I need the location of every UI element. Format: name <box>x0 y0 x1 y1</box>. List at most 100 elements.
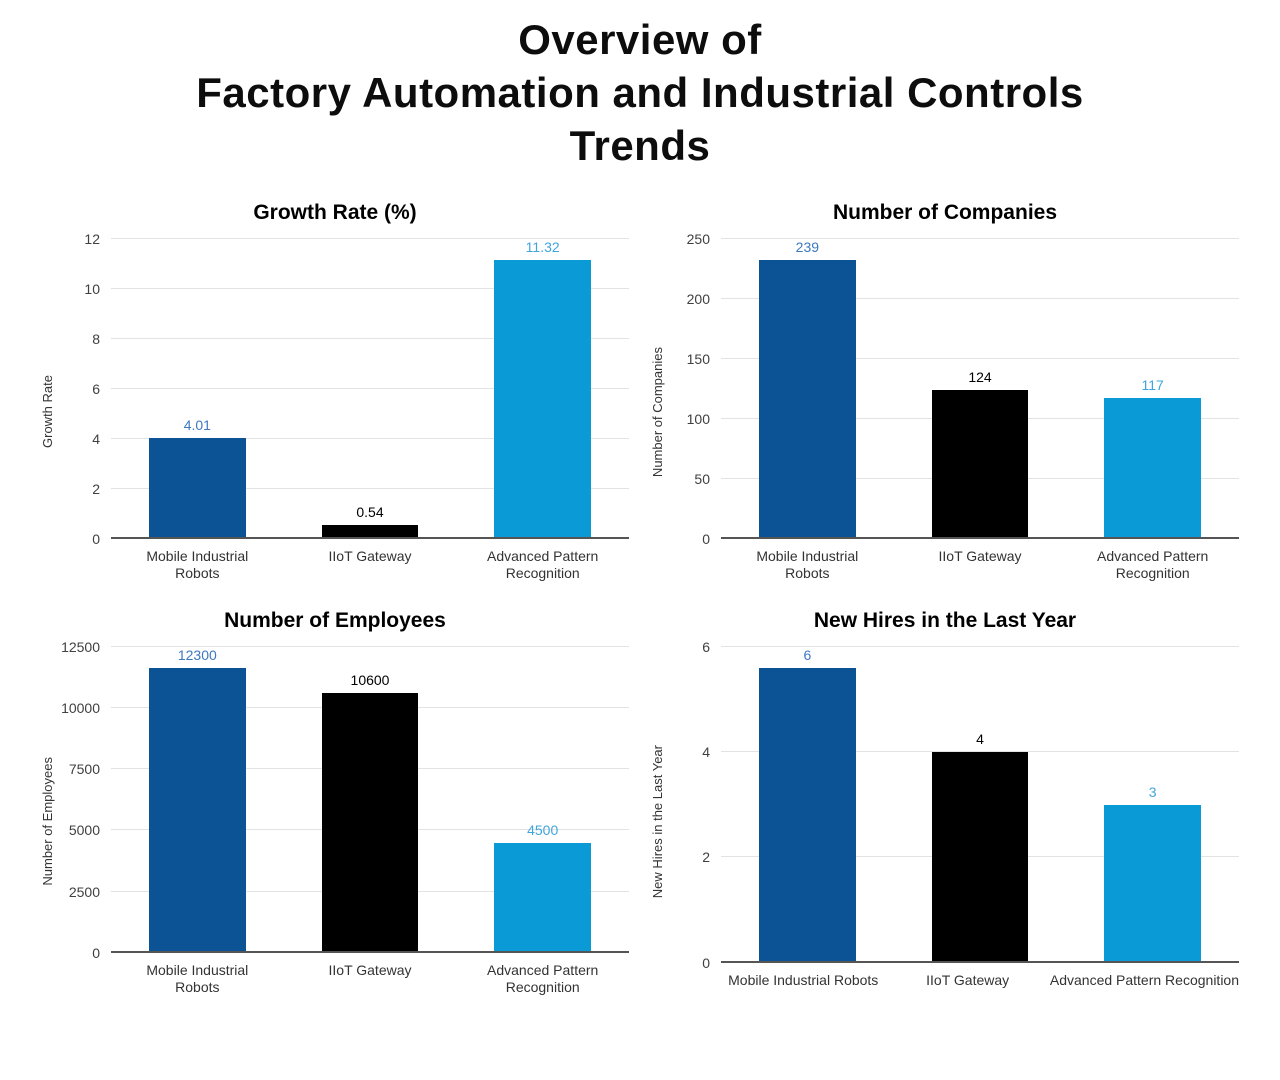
bar <box>1104 804 1202 963</box>
bars-layer: 12300 10600 4500 <box>111 647 629 953</box>
y-tick-label: 0 <box>92 530 100 547</box>
gridline <box>111 437 629 439</box>
chart-number-of-employees: Number of Employees Number of Employees … <box>35 609 635 997</box>
bar-column: 4500 <box>456 647 629 953</box>
gridline <box>111 287 629 289</box>
y-tick-label: 12500 <box>61 638 100 655</box>
y-tick-label: 8 <box>92 330 100 347</box>
y-axis-title: New Hires in the Last Year <box>649 745 665 899</box>
y-axis-title: Growth Rate <box>39 375 55 449</box>
page-title: Overview of Factory Automation and Indus… <box>0 14 1280 173</box>
x-axis-labels: Mobile Industrial Robots IIoT Gateway Adva… <box>111 953 629 997</box>
bar <box>148 667 246 953</box>
bar-column: 12300 <box>111 647 284 953</box>
chart-title: Number of Employees <box>224 608 446 632</box>
x-axis-line <box>721 536 1239 539</box>
chart-growth-rate: Growth Rate (%) Growth Rate 0 2 4 6 8 10 12 4.0… <box>35 201 635 585</box>
y-tick-label: 50 <box>694 470 710 487</box>
plot-area: 0 2 4 6 8 10 12 4.01 0.54 11.32 <box>84 231 629 547</box>
x-category-label-text: IIoT Gateway <box>328 547 412 564</box>
x-category-label: IIoT Gateway <box>284 548 457 585</box>
y-tick-label: 250 <box>686 230 710 247</box>
bar <box>494 259 592 539</box>
bars-layer: 4.01 0.54 11.32 <box>111 239 629 539</box>
gridline <box>111 487 629 489</box>
plot-area: 0 2500 5000 7500 10000 12500 12300 10600 4500 <box>61 639 629 961</box>
x-category-label: Mobile Industrial Robots <box>111 962 284 997</box>
chart-number-of-companies: Number of Companies Number of Companies … <box>645 201 1245 585</box>
x-category-label: Mobile Industrial Robots <box>111 548 284 585</box>
bar <box>321 693 419 953</box>
x-category-label: Advanced Pattern Recognition <box>456 962 629 997</box>
plot-area: 0 50 100 150 200 250 239 124 117 <box>687 231 1239 547</box>
x-category-label-text: Mobile Industrial Robots <box>728 971 879 988</box>
x-category-label: Mobile Industrial Robots <box>721 972 885 990</box>
y-tick-label: 6 <box>702 638 710 655</box>
bars-layer: 6 4 3 <box>721 647 1239 963</box>
bar-column: 239 <box>721 239 894 539</box>
y-tick-label: 4 <box>702 744 710 761</box>
plot-area: 0 2 4 6 6 4 3 <box>702 639 1239 971</box>
bar-column: 6 <box>721 647 894 963</box>
x-category-label: Advanced Pattern Recognition <box>1050 972 1239 990</box>
bar <box>758 259 856 539</box>
bar <box>931 752 1029 963</box>
gridline <box>721 645 1239 647</box>
chart-new-hires-last-year: New Hires in the Last Year New Hires in … <box>645 609 1245 997</box>
bar-value-label: 124 <box>968 368 992 385</box>
x-category-label-text: Mobile Industrial Robots <box>146 547 249 582</box>
y-tick-label: 2 <box>702 849 710 866</box>
x-category-label: IIoT Gateway <box>284 962 457 997</box>
y-tick-label: 10 <box>84 280 100 297</box>
y-tick-label: 0 <box>702 954 710 971</box>
x-category-label: Advanced Pattern Recognition <box>1066 548 1239 585</box>
bar-column: 4.01 <box>111 239 284 539</box>
bar <box>931 389 1029 539</box>
x-category-label: IIoT Gateway <box>894 548 1067 585</box>
y-tick-label: 0 <box>92 944 100 961</box>
page-title-line-3: Trends <box>569 121 711 169</box>
y-tick-label: 2500 <box>68 883 100 900</box>
bar <box>758 667 856 963</box>
y-tick-label: 10000 <box>61 699 100 716</box>
bar <box>321 525 419 539</box>
y-axis-title: Number of Companies <box>649 346 665 477</box>
y-tick-label: 4 <box>92 430 100 447</box>
bar-value-label: 11.32 <box>525 238 560 255</box>
page-title-line-2: Factory Automation and Industrial Contro… <box>196 68 1084 116</box>
y-tick-label: 0 <box>702 530 710 547</box>
bar-value-label: 4 <box>976 731 984 748</box>
bar-value-label: 6 <box>803 646 812 663</box>
x-category-label-text: IIoT Gateway <box>938 547 1022 564</box>
y-tick-label: 200 <box>686 290 710 307</box>
x-category-label-text: IIoT Gateway <box>926 971 1010 988</box>
x-category-label-text: Advanced Pattern Recognition <box>487 547 599 582</box>
x-category-label: Mobile Industrial Robots <box>721 548 894 585</box>
x-axis-labels: Mobile Industrial Robots IIoT Gateway Adva… <box>721 539 1239 585</box>
y-tick-label: 100 <box>686 410 710 427</box>
bar-value-label: 239 <box>795 238 820 255</box>
gridline <box>721 297 1239 299</box>
x-category-label-text: IIoT Gateway <box>328 961 412 978</box>
x-category-label: IIoT Gateway <box>885 972 1049 990</box>
gridline <box>721 237 1239 239</box>
x-category-label-text: Advanced Pattern Recognition <box>1097 547 1209 582</box>
bar-column: 0.54 <box>284 239 457 539</box>
bars-layer: 239 124 117 <box>721 239 1239 539</box>
bar <box>494 842 592 953</box>
chart-title: Growth Rate (%) <box>253 200 417 224</box>
y-tick-label: 12 <box>84 230 100 247</box>
gridline <box>111 645 629 647</box>
x-axis-line <box>721 960 1239 963</box>
bar-value-label: 4.01 <box>183 417 211 434</box>
chart-title: New Hires in the Last Year <box>813 608 1077 632</box>
x-category-label-text: Advanced Pattern Recognition <box>1049 971 1239 988</box>
x-axis-line <box>111 536 629 539</box>
gridline <box>111 337 629 339</box>
bar-column: 3 <box>1066 647 1239 963</box>
bar-value-label: 117 <box>1141 377 1164 394</box>
x-axis-labels: Mobile Industrial Robots IIoT Gateway Adva… <box>721 963 1239 990</box>
bar <box>148 438 246 539</box>
x-axis-line <box>111 950 629 953</box>
bar-value-label: 3 <box>1148 783 1157 800</box>
